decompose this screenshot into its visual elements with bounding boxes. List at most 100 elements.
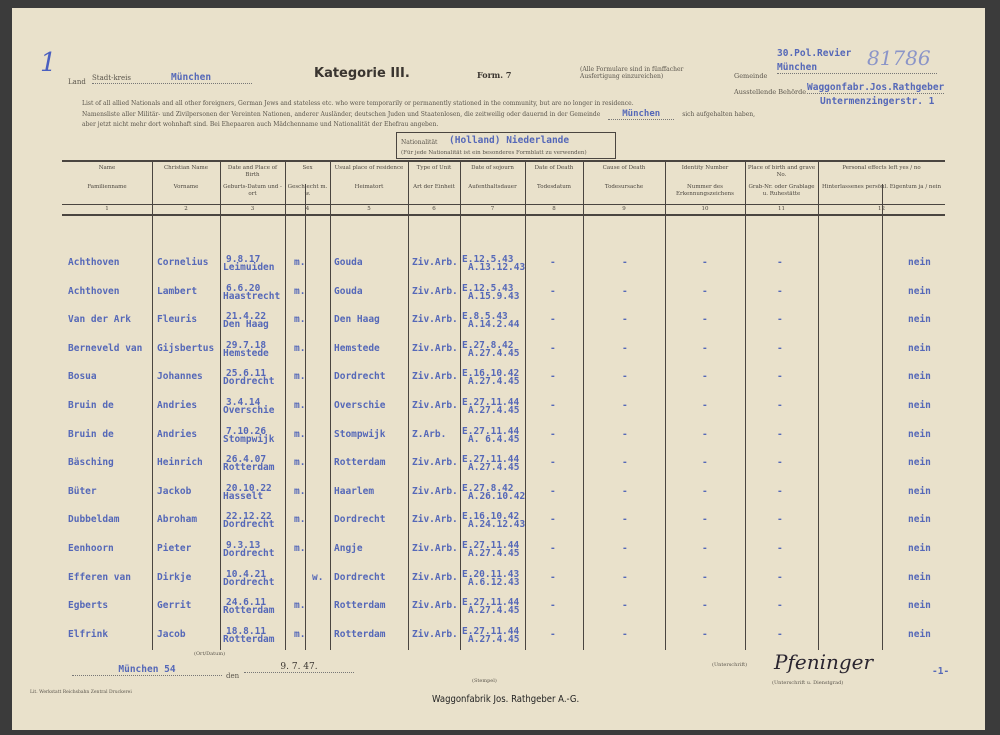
gemeinde-value-1: 30.Pol.Revier bbox=[777, 48, 852, 59]
arrival-date: E.27.11.44 bbox=[462, 397, 520, 408]
residence: Den Haag bbox=[334, 314, 380, 326]
death-cause: - bbox=[622, 543, 628, 554]
residence: Gouda bbox=[334, 285, 363, 297]
surname: Bruin de bbox=[68, 428, 114, 440]
personal-effects: nein bbox=[908, 371, 931, 383]
sex: m. bbox=[294, 514, 306, 526]
table-row: Van der Ark Fleuris 21.4.22 Den Haag m. Den H… bbox=[12, 311, 985, 344]
intro-english: List of all allied Nationals and all oth… bbox=[82, 100, 634, 107]
death-cause: - bbox=[622, 571, 628, 583]
departure-date: A.6.12.43 bbox=[468, 576, 520, 588]
sex: m. bbox=[294, 428, 306, 440]
unit-type: Z.Arb. bbox=[412, 428, 447, 440]
company-stamp: Waggonfabrik Jos. Rathgeber A.-G. bbox=[432, 694, 580, 705]
death-cause: - bbox=[622, 457, 628, 469]
birth-place: Hemstede bbox=[223, 347, 269, 359]
departure-date: A.27.4.45 bbox=[468, 376, 520, 388]
column-header-7: Date of sojourn bbox=[471, 165, 514, 171]
departure-date: A.14.2.44 bbox=[468, 319, 520, 331]
page-title: Kategorie III. bbox=[314, 66, 410, 81]
intro-german-line: Namensliste aller Militär- und Zivilpers… bbox=[82, 109, 755, 120]
column-divider bbox=[330, 160, 331, 650]
first-name: Gerrit bbox=[157, 600, 192, 612]
identity-number: - bbox=[702, 543, 708, 554]
sex: w. bbox=[312, 571, 324, 583]
birth-place: Overschie bbox=[223, 405, 275, 416]
nationality-label: Nationalität bbox=[401, 139, 438, 146]
departure-date: A.27.4.45 bbox=[468, 633, 520, 645]
birth-date: 18.8.11 bbox=[226, 625, 267, 637]
form-number: Form. 7 bbox=[477, 70, 512, 80]
death-date: - bbox=[550, 257, 556, 268]
birth-date: 10.4.21 bbox=[226, 568, 267, 580]
column-number-2: 2 bbox=[184, 206, 188, 212]
stadtkreis-text: Stadt-kreis bbox=[92, 74, 132, 82]
arrival-date: E.27.11.44 bbox=[462, 425, 520, 437]
table-row: Efferen van Dirkje 10.4.21 Dordrecht w. Dordr… bbox=[12, 568, 985, 602]
birth-place: Dordrecht bbox=[223, 519, 275, 531]
arrival-date: E.27.11.44 bbox=[462, 454, 520, 466]
gemeinde-value-2: München bbox=[777, 62, 937, 74]
column-header-4: Sex bbox=[302, 165, 313, 171]
first-name: Heinrich bbox=[157, 457, 203, 469]
sex: m. bbox=[294, 600, 306, 612]
death-cause: - bbox=[622, 342, 628, 354]
first-name: Abroham bbox=[157, 514, 198, 526]
departure-date: A.27.4.45 bbox=[468, 548, 520, 559]
personal-effects: nein bbox=[908, 457, 931, 469]
death-cause: - bbox=[622, 628, 628, 640]
place-label: (Ort/Datum) bbox=[194, 651, 226, 657]
identity-number: - bbox=[702, 600, 708, 612]
birth-place: Leimuiden bbox=[223, 262, 275, 273]
identity-number: - bbox=[702, 257, 708, 268]
death-date: - bbox=[550, 342, 556, 354]
identity-number: - bbox=[702, 342, 708, 354]
death-date: - bbox=[550, 285, 556, 297]
intro-german-2: sich aufgehalten haben, bbox=[682, 111, 756, 118]
table-row: Berneveld van Gijsbertus 29.7.18 Hemstede m.… bbox=[12, 340, 985, 373]
surname: Bruin de bbox=[68, 400, 114, 411]
arrival-date: E.16.10.42 bbox=[462, 511, 520, 523]
grave-number: - bbox=[777, 400, 783, 411]
column-header-de-10: Nummer des Erkennungszeichens bbox=[676, 184, 734, 197]
death-cause: - bbox=[622, 314, 628, 326]
table-row: Egberts Gerrit 24.6.11 Rotterdam m. Rotterdam… bbox=[12, 598, 985, 630]
death-date: - bbox=[550, 314, 556, 326]
table-row: Dubbeldam Abroham 22.12.22 Dordrecht m. Dordr… bbox=[12, 511, 985, 544]
sex: m. bbox=[294, 371, 306, 383]
column-header-de-7: Aufenthaltsdauer bbox=[468, 184, 517, 190]
sex: m. bbox=[294, 342, 306, 354]
gemeinde-label: Gemeinde bbox=[734, 72, 768, 80]
unit-type: Ziv.Arb. bbox=[412, 285, 458, 297]
ausstellende-value-2: Untermenzingerstr. 1 bbox=[820, 96, 935, 107]
unit-type: Ziv.Arb. bbox=[412, 400, 458, 411]
intro-german-3: aber jetzt nicht mehr dort wohnhaft sind… bbox=[82, 121, 439, 128]
surname: Eenhoorn bbox=[68, 543, 114, 554]
arrival-date: E.27.8.42 bbox=[462, 482, 514, 494]
grave-number: - bbox=[777, 571, 783, 583]
column-divider bbox=[460, 160, 461, 650]
arrival-date: E.12.5.43 bbox=[462, 254, 514, 265]
identity-number: - bbox=[702, 428, 708, 440]
death-date: - bbox=[550, 600, 556, 612]
column-header-de-5: Heimatort bbox=[354, 184, 384, 190]
birth-place: Stompwijk bbox=[223, 433, 275, 445]
birth-date: 22.12.22 bbox=[226, 511, 272, 523]
residence: Stompwijk bbox=[334, 428, 386, 440]
grave-number: - bbox=[777, 371, 783, 383]
column-number-6: 6 bbox=[432, 206, 436, 212]
residence: Haarlem bbox=[334, 485, 375, 497]
death-cause: - bbox=[622, 428, 628, 440]
column-number-12: 12 bbox=[878, 206, 885, 212]
arrival-date: E.16.10.42 bbox=[462, 368, 520, 380]
number-row-divider bbox=[62, 214, 945, 216]
grave-number: - bbox=[777, 514, 783, 526]
grave-number: - bbox=[777, 314, 783, 326]
identity-number: - bbox=[702, 371, 708, 383]
birth-place: Dordrecht bbox=[223, 576, 275, 588]
arrival-date: E.8.5.43 bbox=[462, 311, 508, 323]
arrival-date: E.12.5.43 bbox=[462, 282, 514, 294]
surname: Bosua bbox=[68, 371, 97, 383]
grave-number: - bbox=[777, 543, 783, 554]
table-row: Bruin de Andries 3.4.14 Overschie m. Overschi… bbox=[12, 397, 985, 430]
